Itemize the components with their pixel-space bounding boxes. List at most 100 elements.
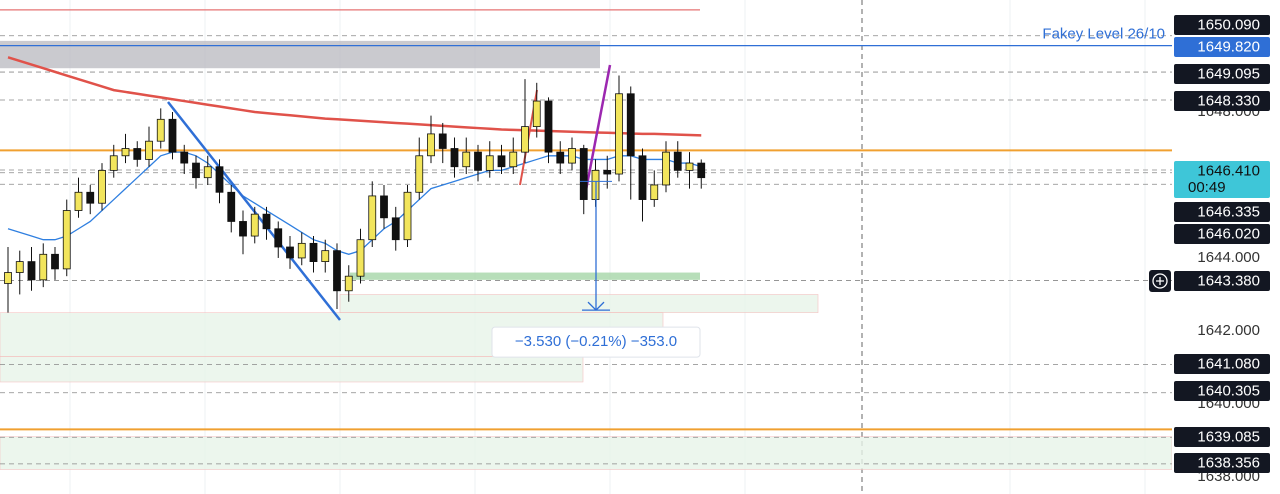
price-badge-label: 1646.020 <box>1197 225 1260 242</box>
candle-body <box>650 184 659 200</box>
price-badge-label: 1646.410 <box>1197 162 1260 179</box>
candle-body <box>333 250 341 292</box>
candle-body <box>309 242 318 262</box>
candle-body <box>74 191 83 211</box>
candle-body <box>474 151 482 171</box>
candle-body <box>579 148 588 200</box>
add-icon <box>1152 273 1168 289</box>
candle-body <box>227 191 236 222</box>
candle-body <box>121 148 130 157</box>
price-badge <box>1174 354 1270 374</box>
price-badge-label: 1638.356 <box>1197 454 1260 471</box>
candle-body <box>15 261 24 273</box>
candle-body <box>192 162 200 179</box>
candle-body <box>403 191 412 241</box>
candle-body <box>274 228 283 248</box>
candle-body <box>415 155 424 193</box>
candle-body <box>203 166 212 179</box>
candle-body <box>262 213 271 230</box>
price-badge <box>1174 64 1270 84</box>
price-badge <box>1174 224 1270 244</box>
candle-body <box>215 166 224 193</box>
candle-body <box>603 169 612 175</box>
candle-body <box>450 148 459 168</box>
candle-body <box>556 151 565 164</box>
candle-body <box>356 239 365 277</box>
candle-body <box>368 195 377 241</box>
price-badge <box>1174 381 1270 401</box>
price-badge-label: 1649.095 <box>1197 65 1260 82</box>
price-badge <box>1174 37 1270 57</box>
candle-body <box>109 155 118 171</box>
price-badge-label: 1643.380 <box>1197 272 1260 289</box>
zone <box>339 294 819 313</box>
measure-arrow <box>582 301 610 312</box>
candle-body <box>27 261 36 281</box>
candle-body <box>391 217 400 241</box>
candle-body <box>544 100 553 153</box>
price-badge <box>1174 161 1270 198</box>
candle-body <box>286 246 294 259</box>
candle-body <box>685 162 694 171</box>
measure-box <box>491 326 701 358</box>
candle-body <box>626 93 635 157</box>
y-tick-label: 1642.000 <box>1197 322 1260 339</box>
candle-body <box>662 151 670 186</box>
candle-body <box>380 195 388 219</box>
candle-body <box>239 221 247 237</box>
price-badge-label: 1648.330 <box>1197 92 1260 109</box>
candle-body <box>615 93 623 175</box>
y-tick-label: 1644.000 <box>1197 249 1260 266</box>
candle-body <box>250 213 259 237</box>
candle-body <box>86 191 95 204</box>
price-badge-label: 1639.085 <box>1197 428 1260 445</box>
candle-body <box>438 133 447 149</box>
candle-body <box>168 118 177 153</box>
moving-average <box>7 56 702 137</box>
price-badge <box>1174 91 1270 111</box>
candle-body <box>485 155 494 171</box>
candle-body <box>39 253 48 281</box>
candle-body <box>638 155 647 200</box>
level-label: Fakey Level 26/10 <box>1042 26 1165 43</box>
candle-body <box>532 100 541 128</box>
zone <box>0 436 1173 470</box>
candle-body <box>521 126 529 153</box>
candle-body <box>321 250 330 262</box>
candle-body <box>427 133 435 157</box>
price-badge-label: 1640.305 <box>1197 382 1260 399</box>
price-badge-label: 1646.335 <box>1197 203 1260 220</box>
price-badge <box>1174 427 1270 447</box>
price-badge-label: 1650.090 <box>1197 16 1260 33</box>
candle-body <box>4 272 12 284</box>
price-badge-label: 1641.080 <box>1197 355 1260 372</box>
zone <box>0 356 584 383</box>
trendline <box>584 64 612 191</box>
zone <box>350 272 700 280</box>
price-badge <box>1174 453 1270 473</box>
candle-body <box>145 140 153 160</box>
candle-body <box>697 162 706 179</box>
price-badge <box>1174 15 1270 35</box>
candle-body <box>497 155 506 168</box>
add-icon <box>1156 277 1164 285</box>
candle-body <box>62 210 71 270</box>
candle-body <box>156 118 165 142</box>
measure-label: −3.530 (−0.21%) −353.0 <box>515 333 677 350</box>
price-badge <box>1174 202 1270 222</box>
candle-body <box>509 151 518 168</box>
candle-body <box>180 151 189 164</box>
price-badge-label: 1649.820 <box>1197 38 1260 55</box>
candle-body <box>133 148 142 160</box>
vertical-grid <box>69 0 1146 494</box>
candle-body <box>462 151 471 168</box>
candle-body <box>344 275 353 292</box>
price-badge <box>1174 271 1270 291</box>
trendline <box>167 101 341 321</box>
candle-body <box>673 151 682 171</box>
countdown: 00:49 <box>1188 179 1226 196</box>
candle-body <box>51 253 59 270</box>
candle-body <box>98 169 106 204</box>
candle-body <box>297 242 306 259</box>
